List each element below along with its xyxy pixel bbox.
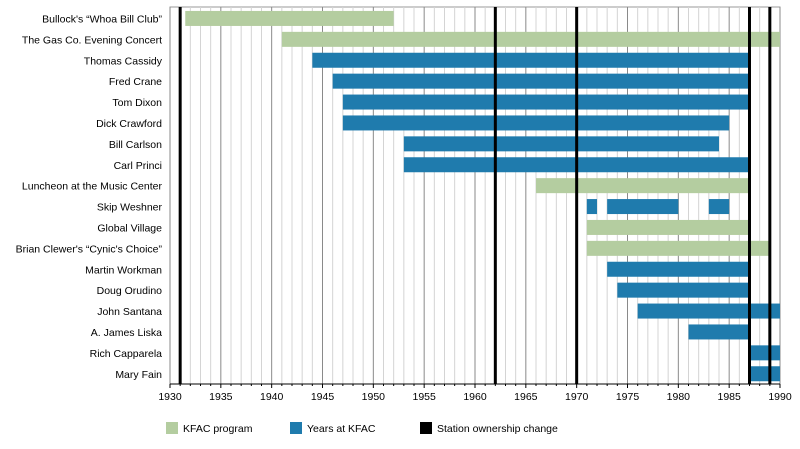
legend-swatch-years <box>290 422 302 434</box>
row-label: Carl Princi <box>114 160 162 172</box>
row-label: Thomas Cassidy <box>84 55 163 67</box>
x-tick-label: 1980 <box>667 391 691 403</box>
years-bar <box>637 303 780 319</box>
row-label: Martin Workman <box>85 264 162 276</box>
years-bar <box>403 136 719 152</box>
x-tick-label: 1965 <box>514 391 538 403</box>
x-tick-label: 1975 <box>616 391 640 403</box>
program-bar <box>281 31 780 47</box>
row-label: The Gas Co. Evening Concert <box>22 34 162 46</box>
row-label: Mary Fain <box>115 369 162 381</box>
years-bar <box>342 94 750 110</box>
years-bar <box>708 199 730 215</box>
row-label: Tom Dixon <box>112 97 162 109</box>
row-label: Global Village <box>97 222 162 234</box>
x-tick-label: 1950 <box>362 391 386 403</box>
program-bar <box>586 240 770 256</box>
row-label: Brian Clewer's “Cynic's Choice” <box>16 243 163 255</box>
x-tick-label: 1930 <box>158 391 182 403</box>
row-label: Skip Weshner <box>97 202 163 214</box>
years-bar <box>312 52 750 68</box>
row-labels: Bullock's “Whoa Bill Club” The Gas Co. Ev… <box>16 13 163 380</box>
row-label: Bullock's “Whoa Bill Club” <box>42 13 162 25</box>
years-bar <box>342 115 730 131</box>
years-bar <box>749 345 780 361</box>
row-label: Doug Orudino <box>97 285 163 297</box>
years-bar <box>607 199 679 215</box>
legend: KFAC program Years at KFAC Station ownersh… <box>166 422 558 435</box>
years-bar <box>607 261 750 277</box>
program-bar <box>185 10 394 26</box>
row-label: Fred Crane <box>109 76 162 88</box>
x-axis: 1930 1935 1940 1945 1950 1955 1960 1965 1970 1975… <box>158 383 792 403</box>
program-bar <box>536 178 750 194</box>
ownership-change-lines <box>178 7 772 384</box>
row-label: Rich Capparela <box>90 348 163 360</box>
x-tick-label: 1990 <box>768 391 792 403</box>
x-tick-label: 1985 <box>717 391 741 403</box>
x-tick-label: 1960 <box>463 391 487 403</box>
legend-swatch-ownership <box>420 422 432 434</box>
row-label: John Santana <box>97 306 162 318</box>
years-bar <box>332 73 750 89</box>
legend-label-years: Years at KFAC <box>307 423 376 435</box>
x-tick-label: 1935 <box>209 391 233 403</box>
x-tick-label: 1970 <box>565 391 589 403</box>
legend-label-program: KFAC program <box>183 423 253 435</box>
years-bar <box>586 199 597 215</box>
x-tick-label: 1955 <box>412 391 436 403</box>
legend-swatch-program <box>166 422 178 434</box>
row-label: Dick Crawford <box>96 118 162 130</box>
grid-lines <box>169 6 781 385</box>
years-bar <box>749 366 780 382</box>
timeline-bars <box>185 10 780 382</box>
row-label: A. James Liska <box>91 327 162 339</box>
x-tick-label: 1945 <box>311 391 335 403</box>
program-bar <box>586 219 750 235</box>
years-bar <box>688 324 750 340</box>
years-bar <box>617 282 750 298</box>
x-tick-label: 1940 <box>260 391 284 403</box>
legend-label-ownership: Station ownership change <box>437 423 558 435</box>
row-label: Luncheon at the Music Center <box>22 181 163 193</box>
row-label: Bill Carlson <box>109 139 162 151</box>
